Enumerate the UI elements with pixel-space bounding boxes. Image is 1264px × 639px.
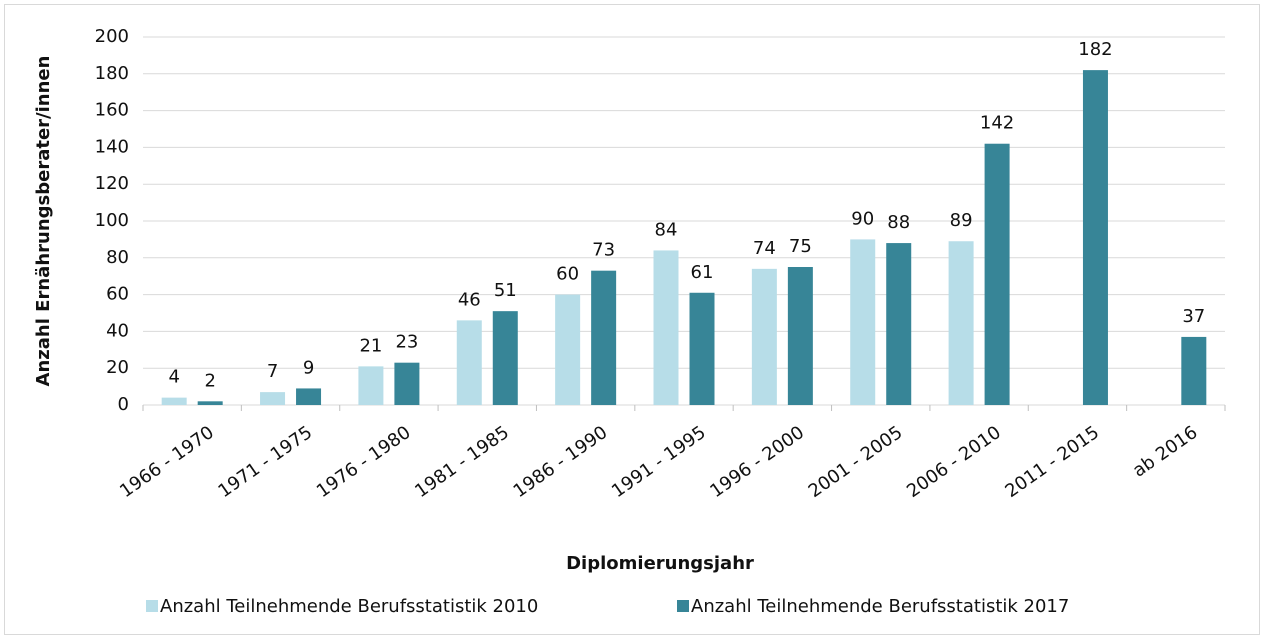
data-label: 4 (168, 367, 179, 388)
data-label: 23 (395, 332, 418, 353)
y-tick-label: 40 (106, 320, 129, 341)
legend-label: Anzahl Teilnehmende Berufsstatistik 2010 (160, 596, 538, 617)
bar (296, 388, 322, 405)
data-label: 60 (556, 264, 579, 285)
bar (984, 143, 1010, 405)
data-label: 2 (204, 370, 215, 391)
bar (751, 268, 777, 405)
data-label: 51 (494, 280, 517, 301)
chart-frame (4, 4, 1260, 635)
bar (948, 241, 974, 405)
bar (492, 311, 518, 405)
data-label: 75 (789, 236, 812, 257)
y-tick-label: 120 (95, 173, 129, 194)
y-tick-label: 20 (106, 357, 129, 378)
bar (456, 320, 482, 405)
data-label: 73 (592, 240, 615, 261)
x-axis-title: Diplomierungsjahr (566, 553, 754, 574)
data-label: 74 (753, 238, 776, 259)
y-tick-label: 0 (118, 394, 129, 415)
data-label: 182 (1078, 39, 1112, 60)
bar (591, 270, 617, 405)
y-tick-label: 60 (106, 284, 129, 305)
data-label: 84 (655, 219, 678, 240)
y-tick-label: 180 (95, 63, 129, 84)
legend-label: Anzahl Teilnehmende Berufsstatistik 2017 (691, 596, 1069, 617)
data-label: 21 (359, 335, 382, 356)
data-label: 46 (458, 289, 481, 310)
bar (197, 401, 223, 405)
bar (161, 397, 187, 405)
bar (394, 362, 420, 405)
bar (555, 294, 581, 405)
y-tick-label: 200 (95, 26, 129, 47)
data-label: 61 (691, 262, 714, 283)
bar (689, 292, 715, 405)
bar (260, 392, 286, 405)
bar (358, 366, 384, 405)
data-label: 37 (1182, 306, 1205, 327)
data-label: 9 (303, 357, 314, 378)
bar (1082, 70, 1108, 406)
data-label: 142 (980, 113, 1014, 134)
y-tick-label: 80 (106, 247, 129, 268)
bar (886, 243, 912, 405)
data-label: 89 (950, 210, 973, 231)
bar (850, 239, 876, 405)
bar (787, 267, 813, 405)
data-label: 90 (851, 208, 874, 229)
legend-swatch (146, 600, 158, 612)
y-tick-label: 100 (95, 210, 129, 231)
y-tick-label: 160 (95, 100, 129, 121)
bar (653, 250, 679, 405)
data-label: 7 (267, 361, 278, 382)
bar (1181, 336, 1207, 405)
y-tick-label: 140 (95, 136, 129, 157)
legend-swatch (677, 600, 689, 612)
y-axis-title: Anzahl Ernährungsberater/innen (33, 56, 54, 387)
data-label: 88 (887, 212, 910, 233)
